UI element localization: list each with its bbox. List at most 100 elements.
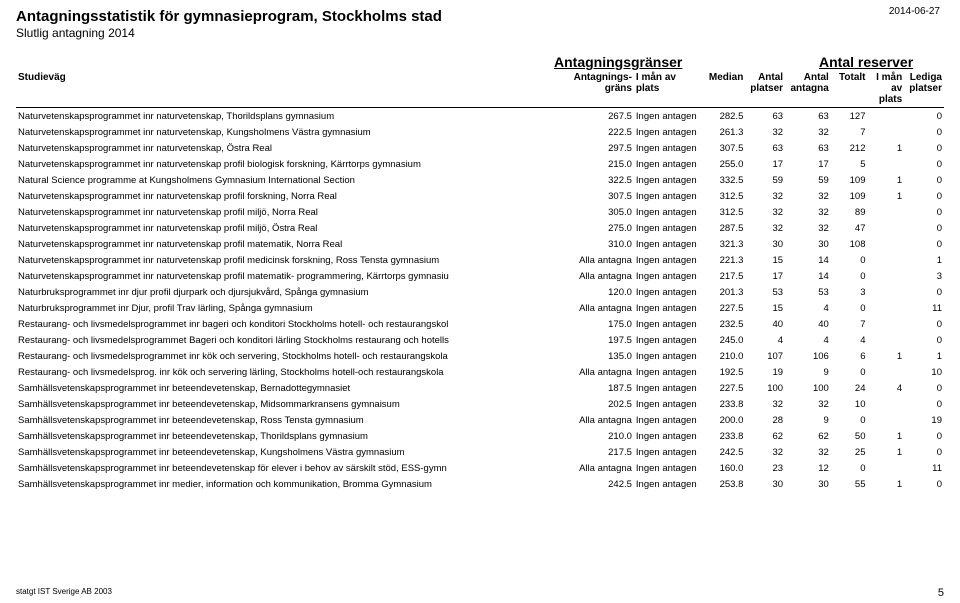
cell-totalt: 89 xyxy=(831,204,868,220)
cell-lediga: 0 xyxy=(904,444,944,460)
cell-iman2 xyxy=(868,396,905,412)
cell-iman: Ingen antagen xyxy=(634,348,704,364)
cell-totalt: 0 xyxy=(831,412,868,428)
cell-iman: Ingen antagen xyxy=(634,364,704,380)
cell-name: Samhällsvetenskapsprogrammet inr beteend… xyxy=(16,444,567,460)
table-row: Restaurang- och livsmedelsprogrammet Bag… xyxy=(16,332,944,348)
cell-grans: 210.0 xyxy=(567,428,634,444)
cell-platser: 19 xyxy=(745,364,785,380)
cell-name: Naturvetenskapsprogrammet inr naturveten… xyxy=(16,156,567,172)
cell-antagna: 32 xyxy=(785,124,831,140)
cell-platser: 59 xyxy=(745,172,785,188)
cell-median: 253.8 xyxy=(704,476,746,492)
cell-name: Natural Science programme at Kungsholmen… xyxy=(16,172,567,188)
cell-lediga: 0 xyxy=(904,396,944,412)
cell-iman: Ingen antagen xyxy=(634,284,704,300)
cell-name: Restaurang- och livsmedelsprogrammet inr… xyxy=(16,316,567,332)
cell-antagna: 9 xyxy=(785,364,831,380)
cell-platser: 17 xyxy=(745,156,785,172)
table-row: Naturvetenskapsprogrammet inr naturveten… xyxy=(16,220,944,236)
cell-median: 255.0 xyxy=(704,156,746,172)
table-row: Naturvetenskapsprogrammet inr naturveten… xyxy=(16,252,944,268)
cell-platser: 63 xyxy=(745,108,785,125)
cell-platser: 53 xyxy=(745,284,785,300)
cell-iman2 xyxy=(868,204,905,220)
cell-totalt: 109 xyxy=(831,188,868,204)
cell-antagna: 63 xyxy=(785,140,831,156)
table-row: Naturbruksprogrammet inr djur profil dju… xyxy=(16,284,944,300)
cell-iman2: 1 xyxy=(868,348,905,364)
cell-iman2 xyxy=(868,412,905,428)
cell-median: 242.5 xyxy=(704,444,746,460)
cell-median: 287.5 xyxy=(704,220,746,236)
cell-platser: 17 xyxy=(745,268,785,284)
cell-iman: Ingen antagen xyxy=(634,332,704,348)
cell-antagna: 62 xyxy=(785,428,831,444)
cell-iman: Ingen antagen xyxy=(634,252,704,268)
section-header-limits: Antagningsgränser xyxy=(554,54,784,70)
cell-median: 233.8 xyxy=(704,428,746,444)
cell-grans: 187.5 xyxy=(567,380,634,396)
cell-grans: 215.0 xyxy=(567,156,634,172)
cell-iman2 xyxy=(868,220,905,236)
table-row: Naturvetenskapsprogrammet inr naturveten… xyxy=(16,124,944,140)
cell-totalt: 55 xyxy=(831,476,868,492)
cell-antagna: 14 xyxy=(785,268,831,284)
cell-grans: 322.5 xyxy=(567,172,634,188)
cell-iman2 xyxy=(868,316,905,332)
cell-iman2 xyxy=(868,460,905,476)
cell-totalt: 50 xyxy=(831,428,868,444)
cell-antagna: 12 xyxy=(785,460,831,476)
cell-median: 217.5 xyxy=(704,268,746,284)
cell-iman: Ingen antagen xyxy=(634,300,704,316)
cell-antagna: 32 xyxy=(785,396,831,412)
cell-iman2 xyxy=(868,108,905,125)
table-row: Samhällsvetenskapsprogrammet inr beteend… xyxy=(16,380,944,396)
footer-credit: statgt IST Sverige AB 2003 xyxy=(16,587,112,599)
cell-grans: 267.5 xyxy=(567,108,634,125)
cell-antagna: 30 xyxy=(785,236,831,252)
cell-grans: 202.5 xyxy=(567,396,634,412)
cell-totalt: 0 xyxy=(831,300,868,316)
cell-median: 227.5 xyxy=(704,380,746,396)
cell-median: 192.5 xyxy=(704,364,746,380)
cell-name: Naturvetenskapsprogrammet inr naturveten… xyxy=(16,204,567,220)
cell-iman2: 1 xyxy=(868,140,905,156)
cell-median: 307.5 xyxy=(704,140,746,156)
table-row: Naturbruksprogrammet inr Djur, profil Tr… xyxy=(16,300,944,316)
cell-totalt: 6 xyxy=(831,348,868,364)
cell-name: Naturbruksprogrammet inr Djur, profil Tr… xyxy=(16,300,567,316)
table-row: Samhällsvetenskapsprogrammet inr beteend… xyxy=(16,412,944,428)
cell-lediga: 3 xyxy=(904,268,944,284)
cell-lediga: 0 xyxy=(904,316,944,332)
cell-grans: Alla antagna xyxy=(567,364,634,380)
cell-iman: Ingen antagen xyxy=(634,412,704,428)
cell-grans: 197.5 xyxy=(567,332,634,348)
print-date: 2014-06-27 xyxy=(889,6,940,17)
cell-antagna: 32 xyxy=(785,188,831,204)
cell-lediga: 1 xyxy=(904,252,944,268)
cell-iman2 xyxy=(868,268,905,284)
cell-totalt: 0 xyxy=(831,364,868,380)
cell-grans: 222.5 xyxy=(567,124,634,140)
cell-median: 245.0 xyxy=(704,332,746,348)
cell-totalt: 0 xyxy=(831,252,868,268)
table-row: Samhällsvetenskapsprogrammet inr beteend… xyxy=(16,444,944,460)
cell-totalt: 7 xyxy=(831,316,868,332)
cell-antagna: 4 xyxy=(785,332,831,348)
cell-platser: 32 xyxy=(745,220,785,236)
cell-grans: 297.5 xyxy=(567,140,634,156)
table-row: Naturvetenskapsprogrammet inr naturveten… xyxy=(16,204,944,220)
cell-name: Naturvetenskapsprogrammet inr naturveten… xyxy=(16,220,567,236)
cell-median: 261.3 xyxy=(704,124,746,140)
th-iman: I mån av plats xyxy=(634,72,704,108)
cell-iman: Ingen antagen xyxy=(634,380,704,396)
cell-median: 321.3 xyxy=(704,236,746,252)
cell-grans: 307.5 xyxy=(567,188,634,204)
cell-iman2 xyxy=(868,284,905,300)
table-row: Naturvetenskapsprogrammet inr naturveten… xyxy=(16,268,944,284)
table-row: Natural Science programme at Kungsholmen… xyxy=(16,172,944,188)
cell-platser: 4 xyxy=(745,332,785,348)
cell-lediga: 0 xyxy=(904,140,944,156)
cell-platser: 30 xyxy=(745,476,785,492)
